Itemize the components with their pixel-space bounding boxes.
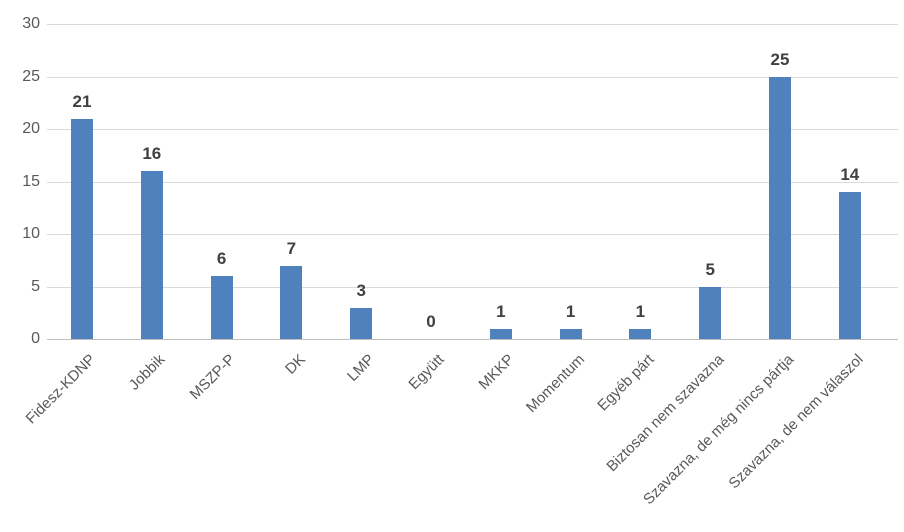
x-category-label: Biztosan nem szavazna [603, 351, 728, 476]
x-axis-line [47, 339, 898, 340]
bar-value-label: 16 [142, 144, 162, 163]
bar-value-label: 1 [635, 301, 646, 321]
bar-value-label: 6 [216, 249, 227, 268]
bar-value-label: 1 [565, 301, 576, 321]
bar [699, 286, 722, 339]
bar [210, 276, 233, 339]
bar [140, 171, 163, 339]
y-tick-label: 15 [22, 172, 40, 190]
bar [71, 118, 93, 339]
bar [489, 328, 512, 339]
bar-value-label: 0 [426, 312, 436, 331]
y-tick-label: 5 [31, 277, 40, 295]
bar [280, 265, 303, 339]
bar-value-label: 21 [72, 91, 92, 111]
y-tick-label: 30 [22, 15, 40, 32]
y-tick-label: 20 [22, 120, 40, 137]
x-category-label: Egyéb párt [594, 351, 658, 415]
x-category-label: Fidesz-KDNP [22, 351, 100, 428]
x-category-label: MSZP-P [186, 351, 239, 404]
bar-value-label: 7 [286, 238, 297, 258]
bar [350, 307, 373, 339]
x-category-label: Momentum [522, 351, 588, 417]
bar [559, 328, 582, 339]
x-category-label: MKKP [475, 351, 518, 394]
y-tick-label: 25 [22, 67, 40, 85]
bar-value-label: 1 [496, 301, 506, 321]
y-tick-label: 0 [31, 330, 40, 347]
horizontal-gridline [47, 76, 898, 78]
horizontal-gridline [47, 286, 898, 288]
x-category-label: DK [281, 351, 309, 378]
y-tick-label: 10 [22, 225, 40, 242]
horizontal-gridline [47, 24, 898, 25]
bar [629, 328, 652, 339]
horizontal-gridline [47, 234, 898, 235]
x-category-label: Szavazna, de nem válaszol [725, 351, 867, 493]
x-category-label: LMP [344, 351, 379, 385]
bar [769, 76, 791, 339]
bar-value-label: 3 [356, 280, 366, 300]
horizontal-gridline [47, 181, 898, 183]
x-category-label: Jobbik [126, 351, 169, 394]
bar-value-label: 5 [705, 259, 715, 279]
bar-value-label: 14 [840, 165, 860, 184]
x-category-label: Együtt [405, 351, 449, 394]
bar-value-label: 25 [770, 49, 790, 69]
horizontal-gridline [47, 129, 898, 130]
bar [838, 192, 861, 339]
